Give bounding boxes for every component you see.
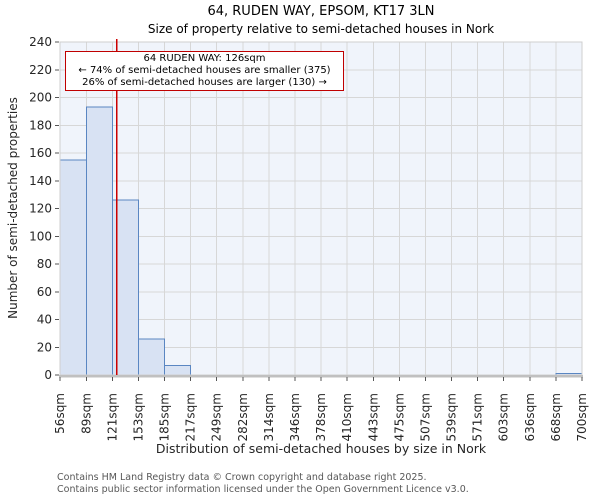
svg-text:668sqm: 668sqm xyxy=(549,393,563,441)
annotation-line-1: 64 RUDEN WAY: 126sqm xyxy=(143,53,266,64)
svg-text:378sqm: 378sqm xyxy=(314,393,328,441)
svg-text:240: 240 xyxy=(29,35,52,49)
annotation-line-2: ← 74% of semi-detached houses are smalle… xyxy=(78,65,331,76)
svg-text:140: 140 xyxy=(29,174,52,188)
x-axis-title: Distribution of semi-detached houses by … xyxy=(155,441,487,456)
svg-text:443sqm: 443sqm xyxy=(367,393,381,441)
svg-text:89sqm: 89sqm xyxy=(80,393,94,434)
footer-line-2: Contains public sector information licen… xyxy=(57,483,469,495)
svg-text:314sqm: 314sqm xyxy=(262,393,276,441)
svg-text:0: 0 xyxy=(44,368,52,382)
svg-text:282sqm: 282sqm xyxy=(236,393,250,441)
svg-text:120: 120 xyxy=(29,202,52,216)
svg-text:200: 200 xyxy=(29,91,52,105)
svg-text:60: 60 xyxy=(37,285,52,299)
svg-text:410sqm: 410sqm xyxy=(340,393,354,441)
chart-subtitle: Size of property relative to semi-detach… xyxy=(147,22,495,36)
svg-text:80: 80 xyxy=(37,257,52,271)
svg-text:121sqm: 121sqm xyxy=(106,393,120,441)
annotation-line-3: 26% of semi-detached houses are larger (… xyxy=(82,77,327,88)
footer-line-1: Contains HM Land Registry data © Crown c… xyxy=(57,472,427,483)
svg-text:636sqm: 636sqm xyxy=(523,393,537,441)
attribution-footer: Contains HM Land Registry data © Crown c… xyxy=(57,472,469,495)
svg-text:160: 160 xyxy=(29,146,52,160)
svg-text:346sqm: 346sqm xyxy=(288,393,302,441)
svg-text:100: 100 xyxy=(29,229,52,243)
svg-text:700sqm: 700sqm xyxy=(575,393,589,441)
svg-text:571sqm: 571sqm xyxy=(470,393,484,441)
svg-text:217sqm: 217sqm xyxy=(184,393,198,441)
chart-title: 64, RUDEN WAY, EPSOM, KT17 3LN xyxy=(207,4,435,19)
svg-text:475sqm: 475sqm xyxy=(393,393,407,441)
svg-text:507sqm: 507sqm xyxy=(419,393,433,441)
svg-text:153sqm: 153sqm xyxy=(132,393,146,441)
marker-annotation-box: 64 RUDEN WAY: 126sqm ← 74% of semi-detac… xyxy=(65,51,344,91)
svg-text:249sqm: 249sqm xyxy=(209,393,223,441)
svg-text:56sqm: 56sqm xyxy=(53,393,67,434)
svg-text:220: 220 xyxy=(29,63,52,77)
svg-text:40: 40 xyxy=(37,313,52,327)
svg-text:539sqm: 539sqm xyxy=(445,393,459,441)
y-axis-title: Number of semi-detached properties xyxy=(6,97,20,319)
svg-text:180: 180 xyxy=(29,118,52,132)
svg-text:185sqm: 185sqm xyxy=(158,393,172,441)
svg-text:603sqm: 603sqm xyxy=(496,393,510,441)
svg-text:20: 20 xyxy=(37,340,52,354)
